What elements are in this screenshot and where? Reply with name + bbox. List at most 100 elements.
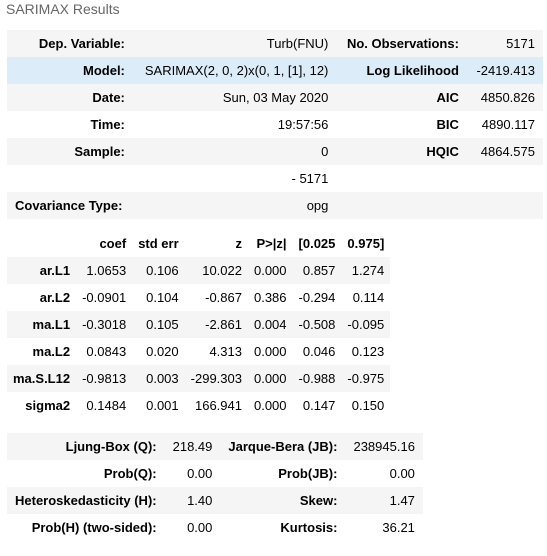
table-cell: 0.046 bbox=[302, 344, 336, 359]
column-header: std err bbox=[138, 236, 179, 251]
table-row: ma.L2 0.0843 0.020 4.313 0.000 0.046 0.1… bbox=[7, 338, 390, 365]
label-cell: No. Observations: bbox=[336, 30, 467, 57]
label-cell: Dep. Variable: bbox=[7, 30, 133, 57]
table-cell: 0.114 bbox=[352, 290, 385, 305]
table-row: - 5171 bbox=[7, 165, 543, 192]
table-cell: -0.508 bbox=[292, 311, 342, 338]
label-cell: Date: bbox=[7, 84, 133, 111]
column-header bbox=[7, 230, 76, 257]
label-cell bbox=[7, 165, 133, 192]
label-cell: Time: bbox=[90, 117, 125, 132]
model-summary-table: Dep. Variable: Turb(FNU) No. Observation… bbox=[7, 30, 543, 219]
label-cell: HQIC bbox=[336, 138, 467, 165]
table-cell: -0.095 bbox=[341, 311, 391, 338]
table-cell: 0.386 bbox=[253, 290, 287, 305]
table-row: ar.L1 1.0653 0.106 10.022 0.000 0.857 1.… bbox=[7, 257, 391, 284]
value-cell: 238945.16 bbox=[345, 433, 423, 460]
table-cell: -2.861 bbox=[184, 311, 248, 338]
row-header: ar.L2 bbox=[39, 290, 71, 305]
table-cell: -0.867 bbox=[205, 290, 242, 305]
value-cell: 0.00 bbox=[187, 466, 213, 481]
value-cell bbox=[467, 165, 543, 192]
column-header: coef bbox=[99, 236, 127, 251]
value-cell: 4864.575 bbox=[466, 138, 543, 165]
label-cell: Covariance Type: bbox=[7, 192, 133, 219]
table-row: Model: SARIMAX(2, 0, 2)x(0, 1, [1], 12) … bbox=[7, 57, 543, 84]
table-cell: -0.0901 bbox=[82, 290, 127, 305]
column-header: z bbox=[235, 236, 242, 251]
table-cell: 0.000 bbox=[247, 365, 293, 392]
table-cell: -0.975 bbox=[341, 365, 391, 392]
row-header: ar.L1 bbox=[7, 257, 77, 284]
coefficient-table: coef std err z P>|z| [0.025 0.975] ar.L1… bbox=[7, 230, 391, 419]
table-cell: 0.1484 bbox=[86, 398, 127, 413]
value-cell: Turb(FNU) bbox=[132, 30, 337, 57]
table-cell: 0.000 bbox=[247, 257, 293, 284]
column-header: P>|z| bbox=[256, 236, 287, 251]
table-cell: 0.0843 bbox=[86, 344, 127, 359]
table-cell: 0.104 bbox=[146, 290, 179, 305]
column-header: 0.975] bbox=[347, 236, 385, 251]
table-row: ma.S.L12 -0.9813 0.003 -299.303 0.000 -0… bbox=[7, 365, 391, 392]
table-row: Ljung-Box (Q): 218.49 Jarque-Bera (JB): … bbox=[7, 433, 423, 460]
label-cell: Model: bbox=[7, 57, 133, 84]
table-cell: 4.313 bbox=[209, 344, 242, 359]
value-cell: 19:57:56 bbox=[277, 117, 329, 132]
table-cell: 0.020 bbox=[146, 344, 179, 359]
label-cell: BIC bbox=[436, 117, 459, 132]
table-cell: -299.303 bbox=[184, 365, 248, 392]
label-cell bbox=[336, 192, 467, 219]
table-cell: 0.106 bbox=[132, 257, 185, 284]
label-cell: AIC bbox=[336, 84, 467, 111]
table-cell: 0.857 bbox=[292, 257, 342, 284]
row-header: ma.L2 bbox=[32, 344, 71, 359]
table-cell: 0.123 bbox=[351, 344, 385, 359]
label-cell: Heteroskedasticity (H): bbox=[7, 487, 165, 514]
table-cell: -0.294 bbox=[298, 290, 336, 305]
table-row: Prob(H) (two-sided): 0.00 Kurtosis: 36.2… bbox=[7, 514, 423, 541]
table-cell: 0.000 bbox=[253, 344, 287, 359]
table-cell: 0.105 bbox=[132, 311, 185, 338]
value-cell: 4850.826 bbox=[466, 84, 543, 111]
value-cell: 4890.117 bbox=[481, 117, 535, 132]
label-cell: Jarque-Bera (JB): bbox=[220, 433, 346, 460]
diagnostic-tests-table: Ljung-Box (Q): 218.49 Jarque-Bera (JB): … bbox=[7, 433, 423, 541]
table-cell: 0.004 bbox=[247, 311, 293, 338]
table-cell: 0.150 bbox=[351, 398, 385, 413]
label-cell: Prob(H) (two-sided): bbox=[31, 520, 157, 535]
value-cell: 1.40 bbox=[164, 487, 221, 514]
table-cell: 166.941 bbox=[194, 398, 242, 413]
label-cell: Prob(Q): bbox=[103, 466, 157, 481]
table-row: Heteroskedasticity (H): 1.40 Skew: 1.47 bbox=[7, 487, 423, 514]
table-row: ar.L2 -0.0901 0.104 -0.867 0.386 -0.294 … bbox=[7, 284, 390, 311]
table-row: Prob(Q): 0.00 Prob(JB): 0.00 bbox=[7, 460, 423, 487]
row-header: sigma2 bbox=[25, 398, 71, 413]
value-cell: 5171 bbox=[466, 30, 543, 57]
value-cell: opg bbox=[132, 192, 337, 219]
label-cell: Prob(JB): bbox=[278, 466, 338, 481]
table-cell: 1.0653 bbox=[76, 257, 133, 284]
value-cell: 0 bbox=[132, 138, 337, 165]
value-cell: 1.47 bbox=[345, 487, 423, 514]
value-cell: 36.21 bbox=[382, 520, 415, 535]
results-caption: SARIMAX Results bbox=[6, 1, 120, 17]
value-cell: 0.00 bbox=[187, 520, 213, 535]
table-row: Dep. Variable: Turb(FNU) No. Observation… bbox=[7, 30, 543, 57]
column-header: [0.025 bbox=[298, 236, 336, 251]
table-row: sigma2 0.1484 0.001 166.941 0.000 0.147 … bbox=[7, 392, 390, 419]
table-cell: 0.001 bbox=[146, 398, 179, 413]
table-cell: -0.3018 bbox=[76, 311, 133, 338]
label-cell: Log Likelihood bbox=[336, 57, 467, 84]
row-header: ma.S.L12 bbox=[7, 365, 77, 392]
table-cell: 0.003 bbox=[132, 365, 185, 392]
table-cell: -0.9813 bbox=[76, 365, 133, 392]
table-cell: 10.022 bbox=[184, 257, 248, 284]
label-cell: Skew: bbox=[220, 487, 346, 514]
value-cell: - 5171 bbox=[291, 171, 329, 186]
table-cell: 0.000 bbox=[253, 398, 287, 413]
row-header: ma.L1 bbox=[7, 311, 77, 338]
header-row: coef std err z P>|z| [0.025 0.975] bbox=[7, 230, 390, 257]
value-cell: -2419.413 bbox=[466, 57, 543, 84]
value-cell: 0.00 bbox=[389, 466, 415, 481]
table-cell: -0.988 bbox=[292, 365, 342, 392]
